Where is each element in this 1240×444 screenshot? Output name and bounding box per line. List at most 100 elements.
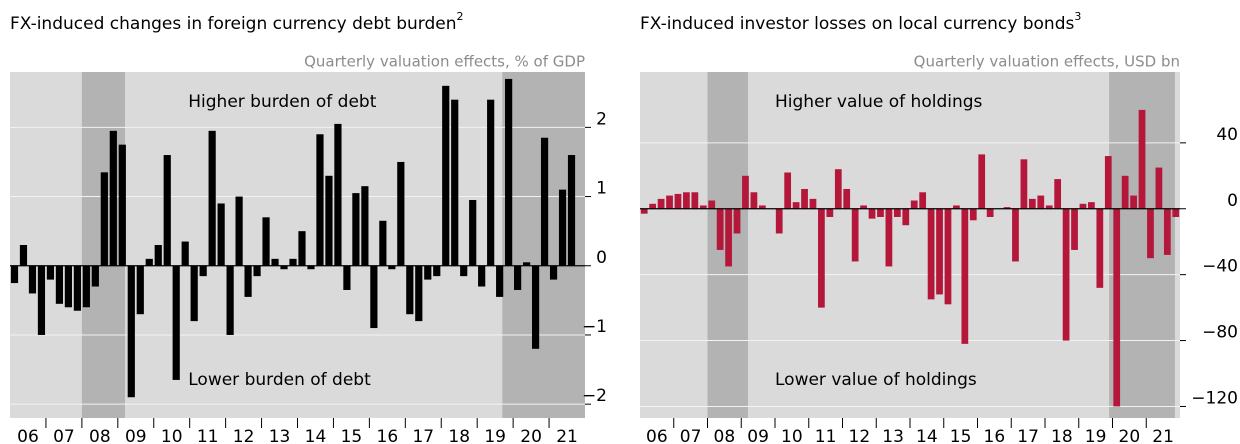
bar xyxy=(460,265,468,277)
x-tick-label: 18 xyxy=(448,427,470,444)
bar xyxy=(523,262,531,266)
bar xyxy=(961,208,969,344)
bar xyxy=(91,265,99,287)
x-tick-label: 11 xyxy=(197,427,219,444)
bar xyxy=(549,265,558,280)
panel-title: FX-induced changes in foreign currency d… xyxy=(10,10,464,34)
bar xyxy=(1054,179,1062,209)
bar xyxy=(936,208,943,295)
bar xyxy=(868,208,876,219)
bar xyxy=(505,78,513,266)
bar xyxy=(298,231,306,266)
title-note: 3 xyxy=(1074,10,1081,23)
bar xyxy=(352,193,360,266)
x-tick-label: 17 xyxy=(412,427,434,444)
bar xyxy=(244,265,252,297)
bar xyxy=(733,208,741,234)
x-tick-label: 19 xyxy=(484,427,506,444)
bar xyxy=(433,265,441,277)
bar xyxy=(514,265,522,290)
x-tick-label: 07 xyxy=(53,427,75,444)
bar xyxy=(334,123,342,266)
x-tick-label: 12 xyxy=(233,427,255,444)
x-tick-label: 20 xyxy=(520,427,542,444)
bar xyxy=(1028,198,1036,209)
bar xyxy=(742,175,749,209)
bar xyxy=(1172,208,1180,217)
x-tick-label: 13 xyxy=(882,427,904,444)
bar xyxy=(953,205,960,209)
bar xyxy=(1096,208,1104,288)
y-tick-label: −40 xyxy=(1202,257,1238,277)
x-tick-label: 14 xyxy=(916,427,938,444)
bar xyxy=(716,208,724,250)
bar xyxy=(1155,167,1163,209)
bar xyxy=(361,186,369,266)
x-tick-label: 21 xyxy=(556,427,578,444)
subtitle: Quarterly valuation effects, USD bn xyxy=(914,53,1180,71)
title-text: FX-induced changes in foreign currency d… xyxy=(10,14,457,34)
x-tick-label: 13 xyxy=(269,427,291,444)
bar xyxy=(100,172,108,266)
bar xyxy=(262,217,270,266)
panel: FX-induced investor losses on local curr… xyxy=(640,10,1238,444)
bar xyxy=(1088,202,1095,209)
bar xyxy=(649,203,657,209)
bar xyxy=(818,208,825,308)
bar xyxy=(1113,208,1121,407)
bar xyxy=(406,265,414,315)
bar xyxy=(1104,156,1112,209)
bar xyxy=(877,208,884,217)
y-tick-label: 0 xyxy=(596,248,607,268)
y-tick-label: 40 xyxy=(1216,125,1238,145)
bar xyxy=(181,241,189,266)
bar xyxy=(758,205,766,209)
x-tick-label: 10 xyxy=(161,427,183,444)
annotation: Lower value of holdings xyxy=(775,370,977,390)
y-tick-label: −80 xyxy=(1202,323,1238,343)
bar xyxy=(55,265,64,304)
x-tick-label: 09 xyxy=(125,427,147,444)
bar xyxy=(834,169,842,209)
bar xyxy=(531,265,540,349)
bar xyxy=(424,265,432,280)
bar xyxy=(1045,205,1053,209)
bar xyxy=(708,200,716,209)
bar xyxy=(19,245,28,266)
bar xyxy=(1020,159,1028,209)
bar xyxy=(927,208,935,300)
bar xyxy=(919,192,927,209)
bar xyxy=(666,195,673,209)
bar xyxy=(843,188,851,209)
bar xyxy=(307,265,315,270)
bar xyxy=(978,154,986,209)
bar xyxy=(1163,208,1171,255)
bar xyxy=(208,130,216,266)
bar xyxy=(82,265,90,308)
bar xyxy=(540,137,549,266)
bar xyxy=(280,265,288,270)
bar xyxy=(683,192,690,209)
bar xyxy=(910,200,918,209)
bar xyxy=(657,198,665,209)
bar xyxy=(478,265,486,287)
bar xyxy=(1037,195,1045,209)
bar xyxy=(1121,175,1129,209)
bar xyxy=(969,208,977,221)
x-tick-label: 09 xyxy=(747,427,769,444)
x-tick-label: 06 xyxy=(17,427,39,444)
bar xyxy=(809,198,817,209)
x-tick-label: 08 xyxy=(89,427,111,444)
bar xyxy=(640,208,648,214)
bar xyxy=(1138,109,1146,209)
bar xyxy=(1062,208,1070,341)
bar xyxy=(558,189,567,266)
bar xyxy=(325,175,333,266)
bar xyxy=(944,208,952,305)
annotation: Higher value of holdings xyxy=(775,92,983,112)
bar xyxy=(118,144,126,266)
bar xyxy=(674,193,682,209)
bar xyxy=(469,200,477,266)
bar xyxy=(316,134,324,266)
bar xyxy=(388,265,396,270)
